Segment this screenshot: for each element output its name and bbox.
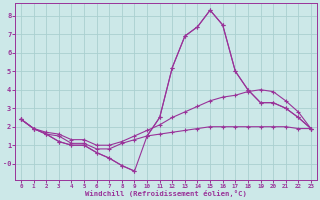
- X-axis label: Windchill (Refroidissement éolien,°C): Windchill (Refroidissement éolien,°C): [85, 190, 247, 197]
